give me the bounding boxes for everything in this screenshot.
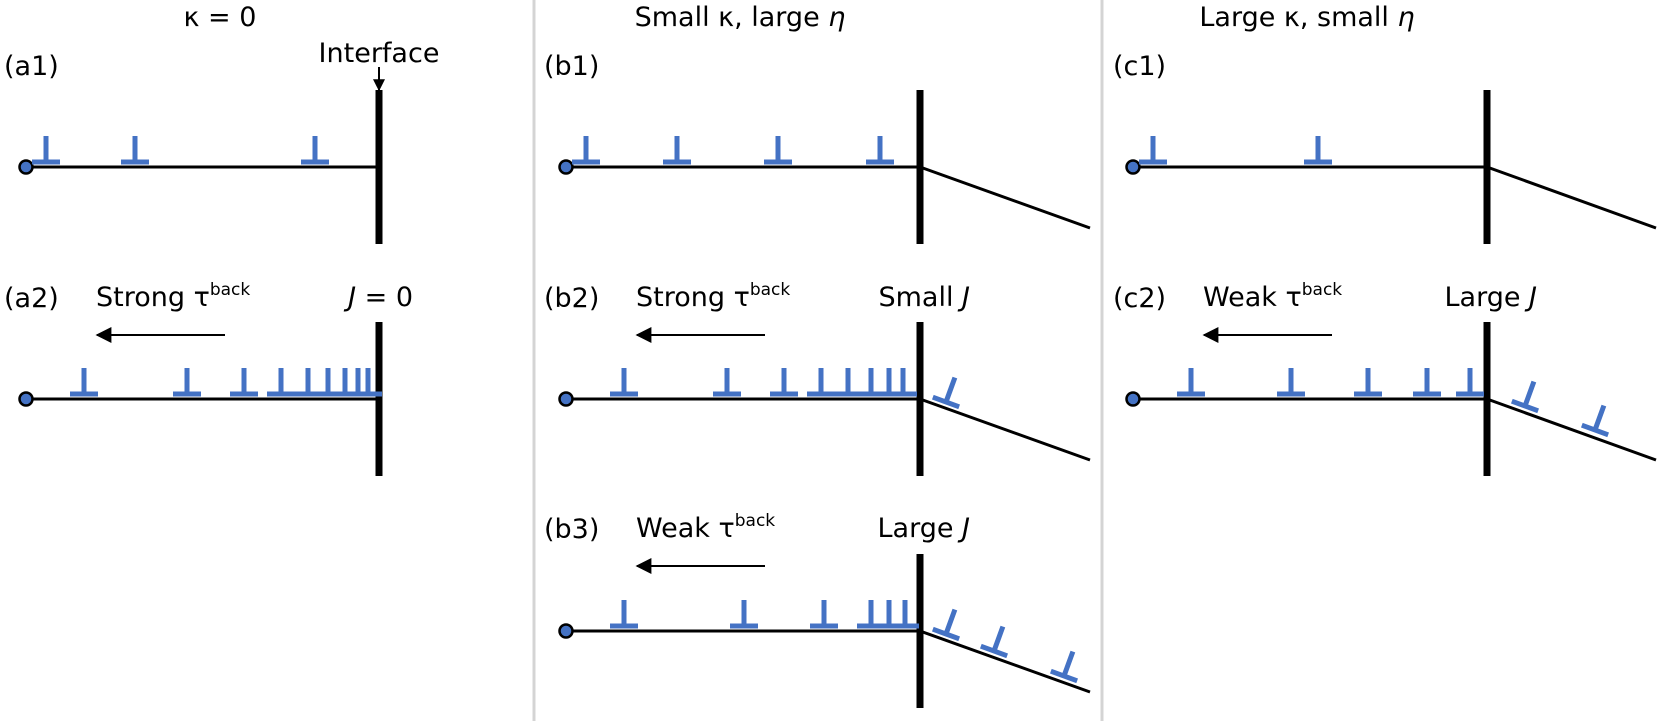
transmitted-dislocation [1049, 650, 1079, 684]
dislocation-source [18, 391, 34, 407]
dislocation [764, 136, 792, 165]
transmitted-dislocation [931, 376, 961, 410]
dislocation [121, 136, 149, 165]
transmitted-dislocation [1580, 404, 1610, 438]
dislocation [331, 368, 359, 397]
panel-label: (a2) [4, 283, 59, 314]
dislocation [810, 600, 838, 629]
dislocation [572, 136, 600, 165]
dislocation-source [558, 159, 574, 175]
transmitted-dislocation [1510, 380, 1540, 414]
flux-label: J = 0 [343, 282, 413, 313]
dislocation [1177, 368, 1205, 397]
back-stress-label: Strong τback [636, 280, 790, 313]
dislocation-source [558, 623, 574, 639]
flux-label: Large J [1444, 282, 1537, 313]
dislocation [294, 368, 322, 397]
flux-label: Large J [877, 513, 970, 544]
dislocation [1277, 368, 1305, 397]
interface-label: Interface [319, 38, 440, 69]
column-header: κ = 0 [184, 2, 257, 33]
panel-c1 [1125, 90, 1657, 244]
dislocation [267, 368, 295, 397]
transmitted-plane [919, 165, 1091, 230]
transmitted-plane [919, 397, 1091, 462]
dislocation-source [558, 391, 574, 407]
column-header: Large κ, small η [1199, 2, 1414, 33]
panel-a1 [18, 90, 383, 244]
panel-label: (a1) [4, 51, 59, 82]
dislocation-source [18, 159, 34, 175]
dislocation-source [1125, 159, 1141, 175]
panel-b2 [558, 322, 1091, 476]
back-stress-label: Weak τback [636, 511, 775, 544]
transmitted-dislocation [931, 608, 961, 642]
dislocation [857, 368, 885, 397]
panel-label: (b1) [544, 51, 599, 82]
dislocation [32, 136, 60, 165]
dislocation-source [1125, 391, 1141, 407]
dislocation [1456, 368, 1484, 397]
panel-b3 [558, 554, 1091, 708]
column-header: Small κ, large η [635, 2, 846, 33]
panel-b1 [558, 90, 1091, 244]
back-stress-label: Strong τback [96, 280, 250, 313]
transmitted-plane [1486, 165, 1657, 230]
dislocation [1139, 136, 1167, 165]
dislocation [857, 600, 885, 629]
dislocation [875, 368, 903, 397]
panel-label: (b2) [544, 283, 599, 314]
dislocation [301, 136, 329, 165]
dislocation [354, 368, 382, 397]
dislocation [891, 600, 919, 629]
dislocation [1354, 368, 1382, 397]
dislocation [610, 600, 638, 629]
dislocation [610, 368, 638, 397]
dislocation [663, 136, 691, 165]
dislocation [866, 136, 894, 165]
dislocation [730, 600, 758, 629]
flux-label: Small J [878, 282, 970, 313]
dislocation [713, 368, 741, 397]
panel-label: (c1) [1113, 51, 1166, 82]
dislocation [1304, 136, 1332, 165]
panel-a2 [18, 322, 383, 476]
transmitted-plane [1486, 397, 1657, 462]
dislocation [875, 600, 903, 629]
transmitted-plane [919, 629, 1091, 694]
dislocation [173, 368, 201, 397]
dislocation [770, 368, 798, 397]
dislocation [834, 368, 862, 397]
panel-label: (b3) [544, 514, 599, 545]
dislocation [70, 368, 98, 397]
back-stress-label: Weak τback [1203, 280, 1342, 313]
dislocation [889, 368, 917, 397]
panel-label: (c2) [1113, 283, 1166, 314]
dislocation [807, 368, 835, 397]
panel-c2 [1125, 322, 1657, 476]
dislocation [1413, 368, 1441, 397]
transmitted-dislocation [979, 625, 1009, 659]
dislocation [314, 368, 342, 397]
dislocation [230, 368, 258, 397]
